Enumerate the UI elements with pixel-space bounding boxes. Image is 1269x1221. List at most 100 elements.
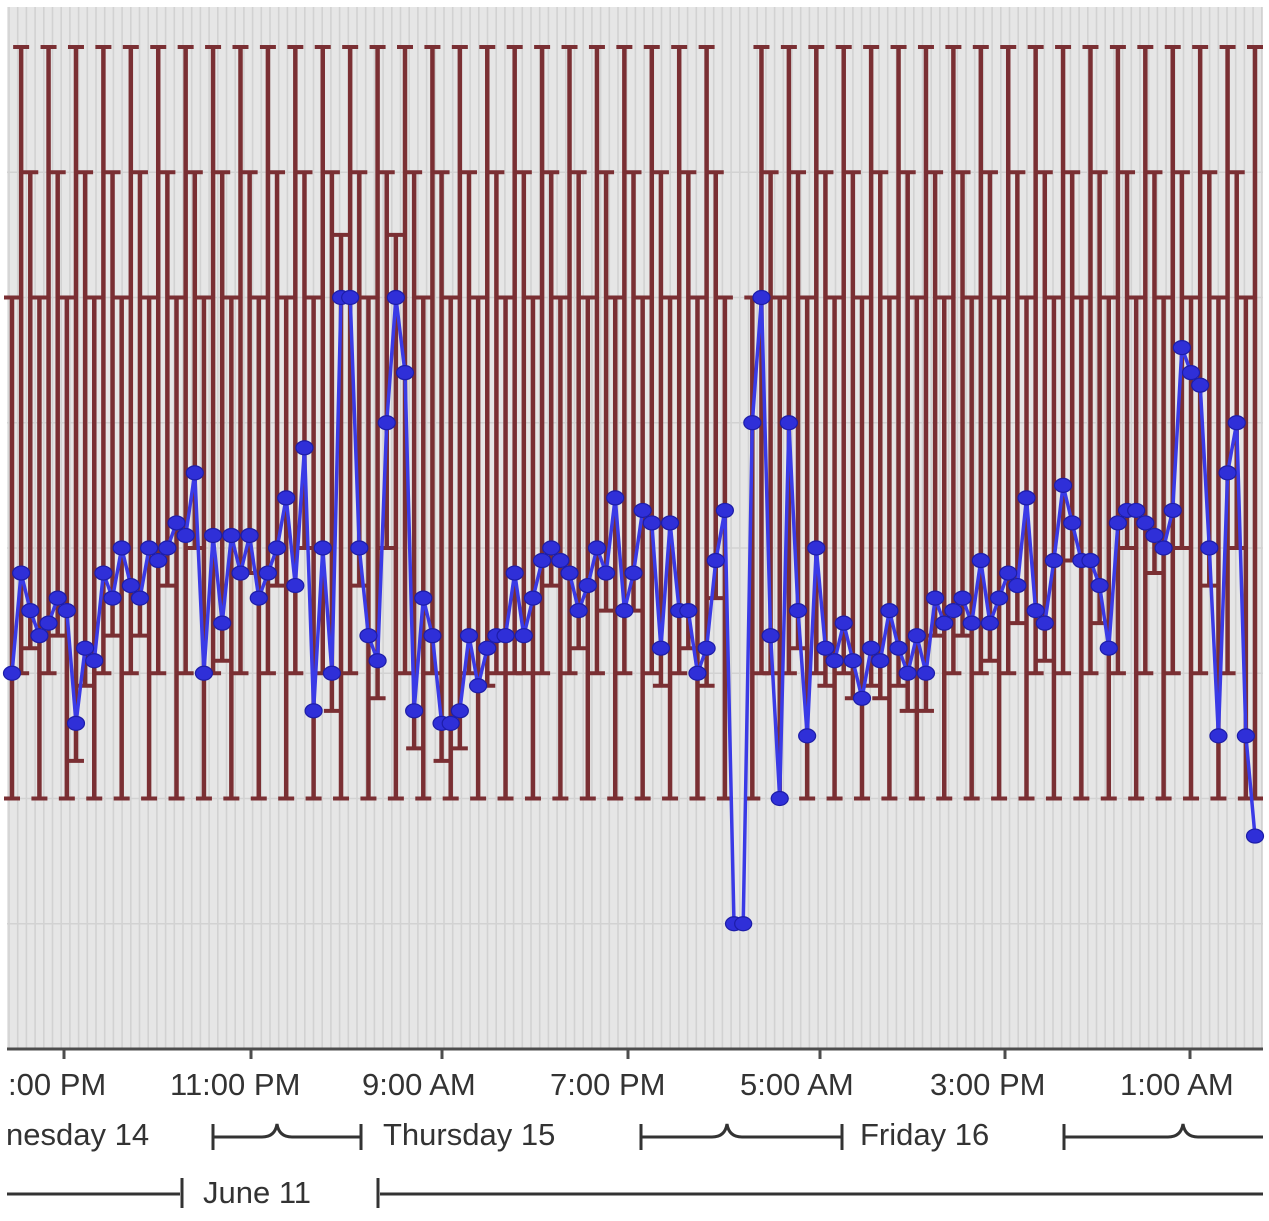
x-tick-label: 3:00 PM bbox=[930, 1067, 1045, 1102]
day-label: nesday 14 bbox=[6, 1117, 149, 1152]
data-point bbox=[843, 653, 862, 669]
data-point bbox=[807, 540, 826, 556]
data-point bbox=[679, 603, 698, 619]
data-point bbox=[862, 640, 881, 656]
data-point bbox=[103, 590, 122, 606]
data-point bbox=[222, 527, 241, 544]
x-axis-ticks bbox=[62, 1049, 1192, 1059]
data-point bbox=[377, 415, 396, 431]
data-point bbox=[935, 615, 954, 631]
data-point bbox=[907, 628, 926, 644]
data-point bbox=[277, 490, 296, 506]
data-point bbox=[295, 440, 314, 456]
data-point bbox=[514, 628, 533, 644]
data-point bbox=[450, 703, 469, 719]
data-point bbox=[1063, 515, 1082, 531]
data-point bbox=[423, 628, 442, 644]
data-point bbox=[989, 590, 1009, 606]
data-point bbox=[167, 515, 186, 531]
data-point bbox=[1136, 515, 1155, 531]
data-point bbox=[505, 565, 524, 581]
period-bracket bbox=[7, 1178, 1263, 1208]
data-point bbox=[533, 552, 552, 569]
data-point bbox=[1172, 340, 1191, 356]
data-point bbox=[1053, 477, 1073, 493]
data-point bbox=[1044, 552, 1064, 569]
data-point bbox=[944, 603, 963, 619]
data-point bbox=[395, 365, 415, 381]
data-point bbox=[1081, 552, 1100, 569]
data-point bbox=[688, 665, 707, 681]
data-point bbox=[267, 540, 287, 556]
data-point bbox=[834, 615, 853, 631]
data-point bbox=[523, 590, 543, 606]
data-point bbox=[39, 615, 58, 631]
data-point bbox=[231, 565, 250, 581]
data-point bbox=[624, 565, 643, 581]
data-point bbox=[606, 490, 625, 506]
data-point bbox=[980, 615, 1000, 631]
data-point bbox=[359, 628, 378, 644]
data-point bbox=[76, 640, 95, 656]
data-point bbox=[1145, 527, 1164, 544]
data-point bbox=[706, 552, 725, 569]
data-point bbox=[94, 565, 113, 581]
data-point bbox=[30, 628, 49, 644]
data-point bbox=[651, 640, 671, 656]
period-label: June 11 bbox=[203, 1175, 311, 1210]
data-point bbox=[149, 552, 168, 569]
data-point bbox=[203, 527, 223, 544]
data-point bbox=[21, 603, 40, 619]
data-point bbox=[496, 628, 515, 644]
data-point bbox=[85, 653, 104, 669]
data-point bbox=[926, 590, 945, 606]
data-point bbox=[1154, 540, 1173, 556]
data-point bbox=[560, 565, 579, 581]
data-point bbox=[916, 665, 936, 681]
data-point bbox=[304, 703, 323, 719]
day-label: Thursday 15 bbox=[383, 1117, 555, 1152]
data-point bbox=[587, 540, 607, 556]
data-point bbox=[2, 665, 22, 681]
data-point bbox=[779, 415, 798, 431]
data-point bbox=[660, 515, 680, 531]
data-point bbox=[341, 289, 360, 306]
data-point bbox=[1227, 415, 1246, 431]
data-point bbox=[1008, 577, 1027, 594]
data-point bbox=[194, 665, 214, 681]
data-point bbox=[313, 540, 332, 556]
data-point bbox=[139, 540, 159, 556]
data-point bbox=[1026, 603, 1045, 619]
data-point bbox=[788, 603, 808, 619]
data-point bbox=[953, 590, 972, 606]
data-point bbox=[386, 289, 405, 306]
data-point bbox=[322, 665, 341, 681]
data-point bbox=[1090, 577, 1109, 594]
data-point bbox=[185, 465, 204, 481]
data-point bbox=[368, 653, 387, 669]
series-markers bbox=[2, 289, 1265, 932]
data-point bbox=[852, 690, 872, 706]
x-tick-label: 9:00 AM bbox=[362, 1067, 476, 1102]
data-point bbox=[130, 590, 150, 606]
data-point bbox=[1245, 828, 1265, 844]
data-point bbox=[121, 577, 140, 594]
data-point bbox=[350, 540, 369, 556]
data-point bbox=[615, 603, 634, 619]
data-point bbox=[1181, 365, 1201, 381]
x-tick-label: 1:00 AM bbox=[1120, 1067, 1234, 1102]
data-point bbox=[596, 565, 616, 581]
data-point bbox=[57, 603, 76, 619]
data-point bbox=[441, 715, 460, 731]
data-point bbox=[871, 653, 890, 669]
data-point bbox=[414, 590, 433, 606]
data-point bbox=[48, 590, 67, 606]
data-point bbox=[459, 628, 479, 644]
data-point bbox=[240, 527, 259, 544]
data-point bbox=[816, 640, 835, 656]
x-tick-label: 11:00 PM bbox=[170, 1067, 300, 1102]
data-point bbox=[569, 603, 588, 619]
data-point bbox=[551, 552, 570, 569]
